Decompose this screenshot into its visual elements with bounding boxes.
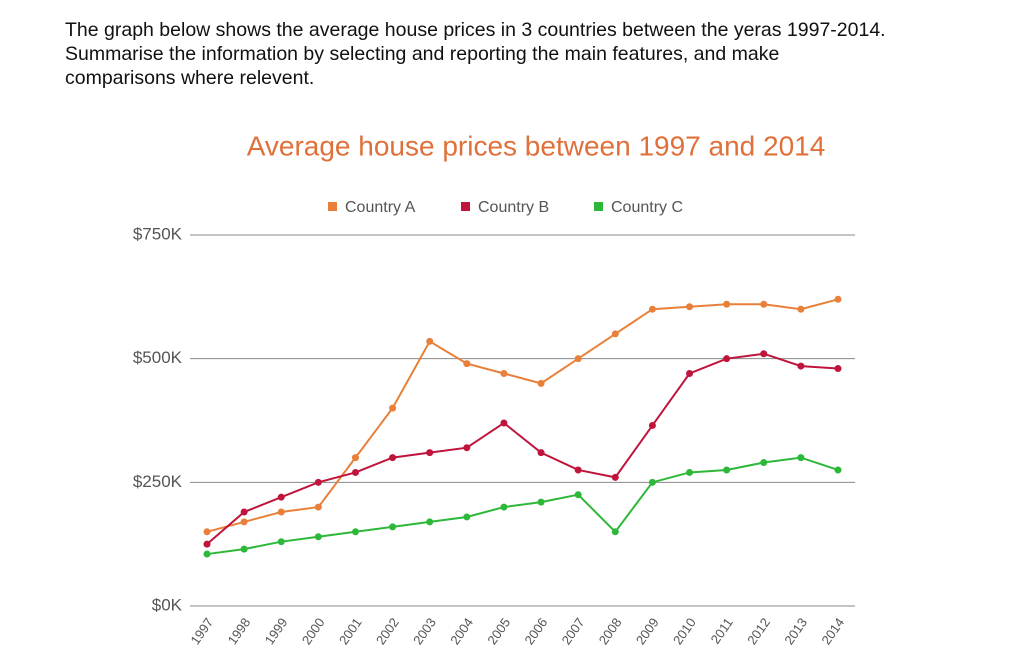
data-point: [574, 491, 582, 499]
data-point: [389, 454, 397, 462]
data-point: [314, 478, 322, 486]
prompt-line: The graph below shows the average house …: [65, 19, 886, 41]
prompt-line: Summarise the information by selecting a…: [65, 43, 780, 65]
y-tick-label: $750K: [133, 224, 183, 243]
data-point: [389, 523, 397, 531]
x-tick-label: 2013: [781, 615, 810, 647]
x-tick-label: 2004: [447, 615, 476, 647]
data-point: [537, 498, 545, 506]
series-line: [206, 456, 839, 556]
legend-label: Country A: [345, 199, 416, 216]
legend-swatch: [328, 202, 337, 211]
data-point: [463, 360, 471, 368]
data-point: [797, 305, 805, 313]
x-tick-label: 2000: [299, 615, 328, 647]
data-point: [834, 466, 842, 474]
data-point: [537, 449, 545, 457]
data-point: [537, 379, 545, 387]
data-point: [426, 518, 434, 526]
data-point: [648, 421, 656, 429]
x-tick-label: 2009: [633, 615, 662, 647]
data-point: [389, 404, 397, 412]
data-point: [277, 493, 285, 501]
legend-label: Country C: [611, 199, 683, 216]
data-point: [463, 444, 471, 452]
data-point: [203, 540, 211, 548]
prompt-line: comparisons where relevent.: [65, 67, 315, 89]
data-point: [760, 300, 768, 308]
series-line: [206, 298, 839, 533]
x-tick-label: 1997: [187, 615, 216, 647]
data-point: [351, 528, 359, 536]
data-point: [240, 518, 248, 526]
data-point: [314, 503, 322, 511]
data-point: [723, 300, 731, 308]
data-point: [277, 508, 285, 516]
series-line: [206, 352, 839, 545]
data-point: [426, 449, 434, 457]
data-point: [723, 466, 731, 474]
data-point: [426, 337, 434, 345]
y-tick-label: $250K: [133, 472, 183, 491]
data-point: [463, 513, 471, 521]
x-tick-label: 2010: [670, 615, 699, 647]
x-tick-label: 1998: [225, 615, 254, 647]
x-tick-label: 2006: [521, 615, 550, 647]
data-point: [240, 545, 248, 553]
data-point: [500, 503, 508, 511]
x-tick-label: 2014: [818, 615, 847, 647]
x-tick-label: 2007: [559, 615, 588, 647]
prompt: The graph below shows the average house …: [65, 18, 886, 90]
data-point: [240, 508, 248, 516]
data-point: [611, 330, 619, 338]
chart-title: Average house prices between 1997 and 20…: [247, 130, 826, 161]
x-tick-label: 2005: [484, 615, 513, 647]
data-point: [277, 538, 285, 546]
data-point: [500, 370, 508, 378]
data-point: [834, 365, 842, 373]
data-point: [797, 454, 805, 462]
data-point: [760, 350, 768, 358]
y-tick-label: $500K: [133, 348, 183, 367]
data-point: [500, 419, 508, 427]
legend-swatch: [461, 202, 470, 211]
data-point: [574, 466, 582, 474]
data-point: [723, 355, 731, 363]
data-point: [686, 468, 694, 476]
x-tick-label: 2003: [410, 615, 439, 647]
x-tick-label: 2001: [336, 615, 365, 647]
data-point: [797, 362, 805, 370]
data-point: [648, 478, 656, 486]
data-point: [834, 295, 842, 303]
data-point: [203, 550, 211, 558]
data-point: [760, 459, 768, 467]
data-point: [351, 468, 359, 476]
x-tick-label: 2011: [708, 615, 736, 647]
data-point: [611, 473, 619, 481]
data-point: [314, 533, 322, 541]
legend-label: Country B: [478, 199, 549, 216]
x-tick-label: 1999: [262, 615, 291, 647]
legend-swatch: [594, 202, 603, 211]
x-tick-label: 2012: [744, 615, 773, 647]
x-tick-label: 2008: [596, 615, 625, 647]
data-point: [686, 303, 694, 311]
data-point: [648, 305, 656, 313]
data-point: [574, 355, 582, 363]
y-tick-label: $0K: [152, 595, 183, 614]
x-tick-label: 2002: [373, 615, 402, 647]
data-point: [351, 454, 359, 462]
data-point: [203, 528, 211, 536]
data-point: [686, 370, 694, 378]
data-point: [611, 528, 619, 536]
